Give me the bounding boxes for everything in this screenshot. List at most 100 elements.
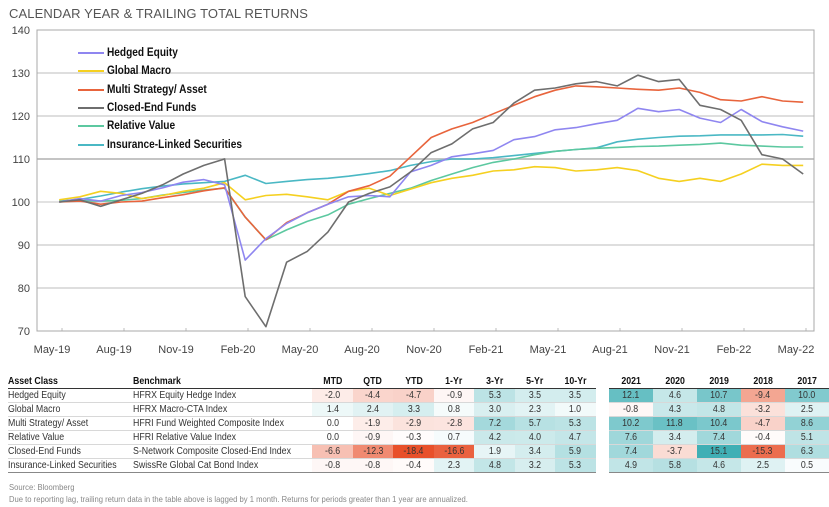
x-tick-label: May-19: [34, 344, 71, 356]
column-header: 2020: [652, 375, 697, 389]
column-header: 10-Yr: [554, 375, 596, 389]
column-gap: [595, 375, 609, 389]
series-line-multi-strategy-asset: [59, 85, 804, 241]
line-chart: 70 80 90 100 110 120 130 140 May-19 Aug-19 Nov-19…: [12, 25, 815, 356]
return-cell: 0.7: [433, 430, 475, 445]
return-cell: 12.1: [608, 388, 653, 403]
return-cell: 1.0: [554, 402, 596, 417]
return-cell: 4.8: [474, 458, 515, 473]
return-cell: -1.9: [352, 416, 394, 431]
benchmark-cell: HFRI Relative Value Index: [132, 430, 313, 445]
return-cell: -2.0: [312, 388, 353, 403]
return-cell: -6.6: [312, 444, 353, 459]
return-cell: -0.4: [393, 458, 434, 473]
legend: Hedged Equity Global Macro Multi Strategy/…: [78, 44, 260, 154]
return-cell: 3.4: [514, 444, 555, 459]
chart-title: CALENDAR YEAR & TRAILING TOTAL RETURNS: [9, 6, 309, 21]
benchmark-cell: HFRX Macro-CTA Index: [132, 402, 313, 417]
return-cell: 6.3: [784, 444, 829, 459]
return-cell: 15.1: [696, 444, 741, 459]
return-cell: -18.4: [393, 444, 434, 459]
return-cell: 2.5: [740, 458, 785, 473]
column-gap: [595, 444, 609, 459]
series-line-global-macro: [59, 163, 804, 201]
y-axis-ticks: 70 80 90 100 110 120 130 140: [12, 25, 30, 338]
plot-frame: [36, 29, 815, 332]
return-cell: -3.7: [652, 444, 697, 459]
x-tick-label: Aug-20: [344, 344, 379, 356]
return-cell: 7.4: [608, 444, 653, 459]
legend-swatch: [78, 143, 104, 146]
return-cell: 3.5: [554, 388, 596, 403]
x-tick-label: Aug-21: [592, 344, 627, 356]
return-cell: 5.3: [554, 458, 596, 473]
x-tick-label: Feb-22: [717, 344, 752, 356]
legend-item: Global Macro: [78, 62, 260, 80]
column-gap: [595, 402, 609, 417]
y-tick-label: 90: [18, 240, 30, 252]
return-cell: 3.3: [393, 402, 434, 417]
return-cell: -0.8: [608, 402, 653, 417]
series-line-insurance-linked-securities: [59, 133, 804, 202]
column-header: 1-Yr: [433, 375, 475, 389]
column-header: QTD: [352, 375, 394, 389]
return-cell: 3.0: [474, 402, 515, 417]
return-cell: 7.2: [474, 416, 515, 431]
column-header: 2019: [696, 375, 741, 389]
return-cell: 10.7: [696, 388, 741, 403]
column-header: 2021: [608, 375, 653, 389]
x-tick-label: May-21: [530, 344, 567, 356]
asset-class-cell: Insurance-Linked Securities: [8, 458, 133, 473]
performance-table: Asset Class Benchmark MTD QTD YTD 1-Yr 3-Yr 5-Y…: [8, 375, 829, 473]
return-cell: 3.2: [514, 458, 555, 473]
return-cell: -4.7: [740, 416, 785, 431]
series-line-closed-end-funds: [59, 74, 804, 328]
x-tick-label: Nov-21: [654, 344, 689, 356]
legend-item: Closed-End Funds: [78, 99, 260, 117]
legend-label: Multi Strategy/ Asset: [107, 83, 207, 96]
y-tick-label: 100: [12, 197, 30, 209]
table-row: Insurance-Linked Securities SwissRe Globa…: [8, 458, 829, 473]
column-header: 5-Yr: [514, 375, 555, 389]
y-tick-label: 130: [12, 68, 30, 80]
legend-label: Hedged Equity: [107, 47, 178, 60]
legend-swatch: [78, 70, 104, 73]
series-line-relative-value: [59, 142, 804, 241]
return-cell: 1.9: [474, 444, 515, 459]
return-cell: -2.8: [433, 416, 475, 431]
column-header: 3-Yr: [474, 375, 515, 389]
table-header-row: Asset Class Benchmark MTD QTD YTD 1-Yr 3-Yr 5-Y…: [8, 375, 829, 389]
column-gap: [595, 458, 609, 473]
return-cell: 4.3: [652, 402, 697, 417]
return-cell: 0.0: [312, 430, 353, 445]
asset-class-cell: Relative Value: [8, 430, 133, 445]
return-cell: 2.5: [784, 402, 829, 417]
column-gap: [595, 388, 609, 403]
return-cell: 10.0: [784, 388, 829, 403]
return-cell: 10.4: [696, 416, 741, 431]
return-cell: 5.8: [652, 458, 697, 473]
return-cell: 4.2: [474, 430, 515, 445]
legend-item: Insurance-Linked Securities: [78, 135, 260, 153]
return-cell: 1.4: [312, 402, 353, 417]
return-cell: 5.3: [474, 388, 515, 403]
return-cell: -0.4: [740, 430, 785, 445]
return-cell: 2.3: [514, 402, 555, 417]
return-cell: 0.8: [433, 402, 475, 417]
return-cell: -15.3: [740, 444, 785, 459]
return-cell: 5.9: [554, 444, 596, 459]
return-cell: -9.4: [740, 388, 785, 403]
table-row: Closed-End Funds S-Network Composite Clos…: [8, 444, 829, 459]
return-cell: -0.8: [312, 458, 353, 473]
y-tick-label: 80: [18, 283, 30, 295]
legend-swatch: [78, 52, 104, 55]
benchmark-cell: S-Network Composite Closed-End Index: [132, 444, 313, 459]
table-row: Relative Value HFRI Relative Value Index 0…: [8, 430, 829, 445]
asset-class-cell: Hedged Equity: [8, 388, 133, 403]
y-tick-label: 70: [18, 326, 30, 338]
asset-class-cell: Multi Strategy/ Asset: [8, 416, 133, 431]
column-header: Benchmark: [132, 375, 313, 389]
benchmark-cell: HFRX Equity Hedge Index: [132, 388, 313, 403]
y-tick-label: 140: [12, 25, 30, 37]
column-header: 2017: [784, 375, 829, 389]
